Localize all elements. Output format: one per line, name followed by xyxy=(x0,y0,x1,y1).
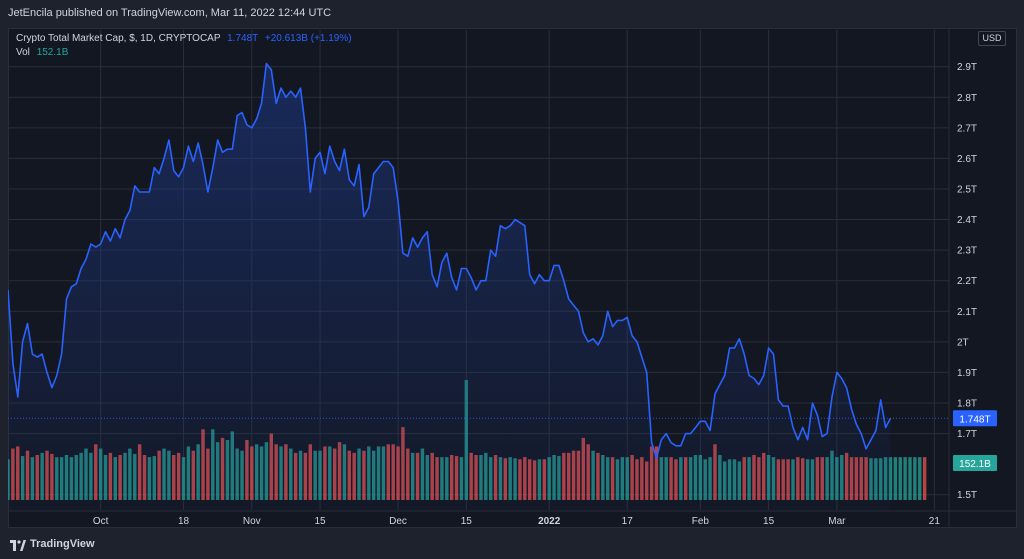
x-tick-label: Nov xyxy=(243,516,261,527)
x-tick-label: 17 xyxy=(622,516,634,527)
y-tick-label: 2.7T xyxy=(957,123,977,134)
x-tick-label: Feb xyxy=(692,516,710,527)
publisher-caption: JetEncila published on TradingView.com, … xyxy=(8,7,332,19)
legend-vol-label[interactable]: Vol xyxy=(16,47,30,58)
last-volume-label: 152.1B xyxy=(959,459,991,470)
volume-bar xyxy=(893,457,898,500)
x-tick-label: Dec xyxy=(389,516,407,527)
currency-badge[interactable]: USD xyxy=(978,31,1006,46)
x-tick-label: 15 xyxy=(763,516,775,527)
volume-bar xyxy=(922,457,927,500)
volume-bar xyxy=(908,457,912,500)
y-tick-label: 2T xyxy=(957,337,969,348)
y-tick-label: 2.1T xyxy=(957,307,977,318)
y-tick-label: 2.4T xyxy=(957,215,977,226)
legend-vol-value: 152.1B xyxy=(36,47,69,58)
x-tick-label: 15 xyxy=(461,516,473,527)
x-tick-label: 2022 xyxy=(538,516,561,527)
y-tick-label: 2.5T xyxy=(957,184,977,195)
legend-row-price: Crypto Total Market Cap, $, 1D, CRYPTOCA… xyxy=(16,32,352,46)
tradingview-logo-icon xyxy=(10,540,26,551)
y-tick-label: 1.5T xyxy=(957,490,977,501)
legend-change: +20.613B (+1.19%) xyxy=(264,33,352,44)
y-tick-label: 2.6T xyxy=(957,154,977,165)
x-tick-label: 18 xyxy=(178,516,190,527)
footer-bar: TradingView xyxy=(0,532,1024,559)
last-price-tag xyxy=(953,410,997,427)
volume-bar xyxy=(918,457,922,500)
legend-row-volume: Vol 152.1B xyxy=(16,46,352,60)
x-tick-label: Mar xyxy=(828,516,846,527)
last-volume-tag xyxy=(953,455,997,471)
volume-bar xyxy=(903,457,907,500)
footer-brand[interactable]: TradingView xyxy=(30,538,95,550)
area-fill xyxy=(8,63,891,510)
y-tick-label: 1.9T xyxy=(957,368,977,379)
price-line xyxy=(8,62,892,459)
x-tick-label: Oct xyxy=(93,516,109,527)
last-price-label: 1.748T xyxy=(959,414,990,425)
y-tick-label: 2.8T xyxy=(957,93,977,104)
chart-legend: Crypto Total Market Cap, $, 1D, CRYPTOCA… xyxy=(16,32,352,60)
x-tick-label: 21 xyxy=(929,516,941,527)
y-tick-label: 2.2T xyxy=(957,276,977,287)
top-bar: JetEncila published on TradingView.com, … xyxy=(0,0,1024,28)
volume-bar xyxy=(898,457,902,500)
legend-symbol[interactable]: Crypto Total Market Cap, $, 1D, CRYPTOCA… xyxy=(16,33,221,44)
y-tick-label: 1.7T xyxy=(957,429,977,440)
chart-canvas[interactable]: 1.5T 1.7T 1.8T 1.9T 2T 2.1T 2.2T 2.3T 2.4T 2.5T 2.… xyxy=(8,28,1017,528)
y-tick-label: 2.9T xyxy=(957,62,977,73)
legend-last-value: 1.748T xyxy=(227,33,259,44)
y-tick-label: 1.8T xyxy=(957,398,977,409)
x-tick-label: 15 xyxy=(314,516,326,527)
volume-bar xyxy=(913,457,917,500)
y-tick-label: 2.3T xyxy=(957,246,977,257)
